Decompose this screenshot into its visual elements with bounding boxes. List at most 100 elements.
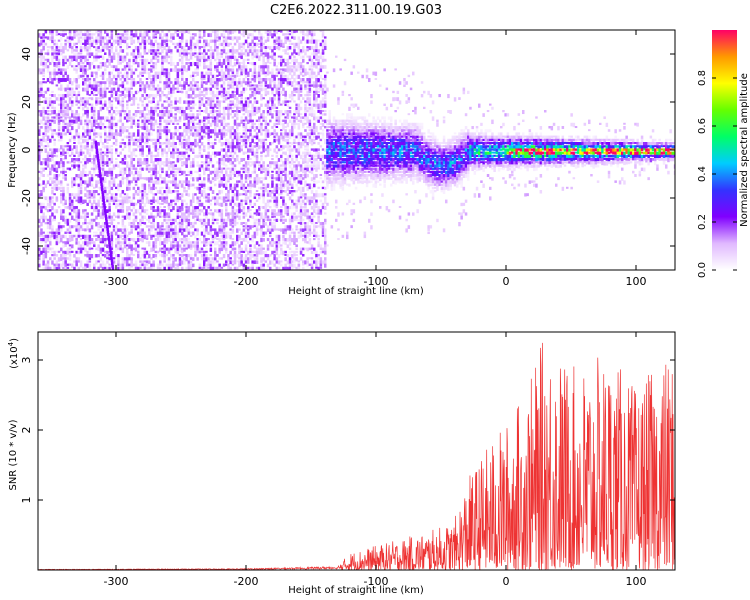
heatmap-cell (209, 158, 213, 163)
heatmap-cell (119, 244, 122, 248)
heatmap-cell (75, 215, 78, 219)
heatmap-cell (271, 33, 274, 37)
heatmap-cell (139, 231, 142, 235)
heatmap-cell (216, 103, 219, 106)
heatmap-cell (40, 190, 43, 194)
heatmap-cell (150, 122, 153, 127)
heatmap-cell (216, 110, 219, 113)
heatmap-cell (244, 161, 248, 166)
heatmap-cell (262, 199, 265, 204)
heatmap-cell (231, 196, 235, 201)
heatmap-cell (255, 52, 259, 56)
heatmap-cell (134, 154, 138, 158)
heatmap-cell (121, 122, 125, 127)
heatmap-cell (130, 84, 133, 87)
heatmap-cell (154, 199, 158, 203)
heatmap-cell (132, 186, 136, 190)
heatmap-cell (71, 148, 74, 151)
heatmap-cell (242, 222, 246, 225)
heatmap-cell (174, 257, 177, 262)
heatmap-cell (247, 36, 250, 39)
heatmap-cell (159, 186, 162, 192)
heatmap-cell (97, 254, 100, 258)
heatmap-cell (165, 154, 169, 158)
heatmap-cell (255, 42, 259, 47)
heatmap-cell (161, 58, 164, 63)
heatmap-cell (266, 225, 270, 228)
heatmap-cell (108, 158, 111, 161)
heatmap-cell (42, 90, 45, 94)
heatmap-cell (247, 260, 250, 264)
heatmap-cell (229, 154, 232, 158)
heatmap-cell (189, 84, 193, 88)
heatmap-cell (40, 228, 43, 232)
heatmap-cell (132, 222, 136, 226)
heatmap-cell (130, 257, 133, 262)
heatmap-cell (93, 154, 96, 159)
heatmap-cell (134, 177, 138, 181)
heatmap-cell (187, 142, 191, 147)
heatmap-cell (106, 87, 109, 90)
heatmap-cell (99, 84, 103, 87)
heatmap-cell (163, 254, 166, 258)
heatmap-cell (95, 97, 98, 101)
heatmap-cell (148, 190, 151, 194)
heatmap-cell (119, 90, 122, 93)
heatmap-cell (55, 58, 59, 61)
heatmap-cell (203, 206, 206, 210)
heatmap-cell (130, 167, 133, 170)
heatmap-cell (154, 138, 158, 142)
heatmap-cell (141, 81, 144, 86)
heatmap-cell (46, 180, 50, 185)
heatmap-cell (55, 177, 59, 181)
heatmap-cell (242, 263, 246, 268)
heatmap-cell (95, 234, 98, 237)
heatmap-cell (141, 231, 144, 235)
heatmap-cell (51, 206, 54, 211)
heatmap-cell (258, 218, 261, 223)
heatmap-cell (266, 202, 270, 208)
heatmap-cell (264, 186, 268, 190)
heatmap-cell (194, 81, 197, 86)
heatmap-cell (260, 116, 263, 119)
heatmap-cell (79, 58, 83, 64)
heatmap-cell (220, 33, 224, 37)
heatmap-cell (244, 257, 248, 262)
heatmap-cell (66, 87, 70, 91)
heatmap-cell (258, 186, 261, 190)
heatmap-cell (258, 90, 261, 95)
heatmap-cell (128, 119, 131, 122)
heatmap-cell (123, 228, 127, 233)
heatmap-cell (181, 142, 184, 145)
heatmap-cell (269, 46, 272, 50)
heatmap-cell (264, 84, 268, 87)
heatmap-cell (104, 180, 107, 183)
heatmap-cell (82, 97, 85, 100)
heatmap-cell (86, 129, 89, 133)
heatmap-cell (165, 238, 169, 243)
heatmap-cell (218, 36, 221, 41)
heatmap-cell (165, 190, 169, 194)
heatmap-cell (152, 94, 155, 98)
heatmap-cell (141, 145, 144, 149)
heatmap-cell (38, 154, 41, 159)
heatmap-cell (264, 206, 268, 210)
heatmap-cell (238, 55, 241, 58)
heatmap-cell (165, 170, 169, 175)
heatmap-cell (167, 206, 171, 211)
heatmap-cell (82, 74, 85, 78)
heatmap-cell (189, 116, 193, 120)
heatmap-cell (236, 81, 239, 84)
heatmap-cell (205, 97, 208, 100)
heatmap-cell (187, 30, 191, 35)
heatmap-cell (108, 196, 111, 201)
heatmap-cell (143, 36, 147, 39)
heatmap-cell (143, 119, 147, 125)
heatmap-cell (40, 250, 43, 255)
heatmap-cell (68, 218, 72, 223)
heatmap-cell (200, 74, 204, 80)
heatmap-cell (161, 170, 164, 174)
heatmap-cell (150, 87, 153, 91)
heatmap-cell (145, 68, 149, 71)
heatmap-cell (42, 202, 45, 207)
